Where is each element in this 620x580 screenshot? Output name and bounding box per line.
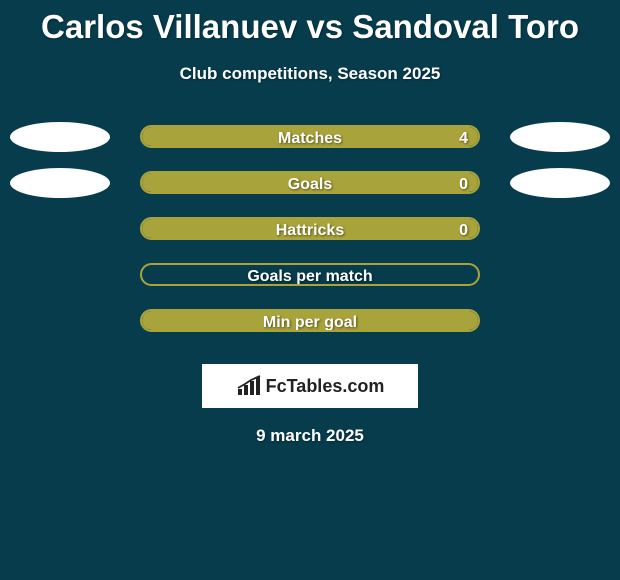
player-left-ellipse xyxy=(10,168,110,198)
stat-row: Matches4 xyxy=(0,122,620,168)
stat-label: Matches xyxy=(142,127,478,148)
player-right-ellipse xyxy=(510,122,610,152)
stat-bar: Matches4 xyxy=(140,125,480,148)
stat-bar: Hattricks0 xyxy=(140,217,480,240)
stat-row: Goals per match xyxy=(0,260,620,306)
stat-row: Goals0 xyxy=(0,168,620,214)
stat-label: Goals xyxy=(142,173,478,194)
player-left-ellipse xyxy=(10,122,110,152)
stat-label: Goals per match xyxy=(142,265,478,286)
stat-bar: Goals0 xyxy=(140,171,480,194)
stat-value: 0 xyxy=(459,219,468,240)
date-text: 9 march 2025 xyxy=(0,426,620,446)
stat-row: Min per goal xyxy=(0,306,620,352)
stat-row: Hattricks0 xyxy=(0,214,620,260)
page-title: Carlos Villanuev vs Sandoval Toro xyxy=(0,0,620,46)
stat-bar: Goals per match xyxy=(140,263,480,286)
logo-box: FcTables.com xyxy=(202,364,418,408)
stat-value: 4 xyxy=(459,127,468,148)
stat-bar: Min per goal xyxy=(140,309,480,332)
player-right-ellipse xyxy=(510,168,610,198)
stats-rows: Matches4Goals0Hattricks0Goals per matchM… xyxy=(0,122,620,352)
logo-text: FcTables.com xyxy=(266,376,385,397)
stat-label: Min per goal xyxy=(142,311,478,332)
stat-label: Hattricks xyxy=(142,219,478,240)
subtitle: Club competitions, Season 2025 xyxy=(0,64,620,84)
chart-icon xyxy=(236,375,262,397)
stat-value: 0 xyxy=(459,173,468,194)
